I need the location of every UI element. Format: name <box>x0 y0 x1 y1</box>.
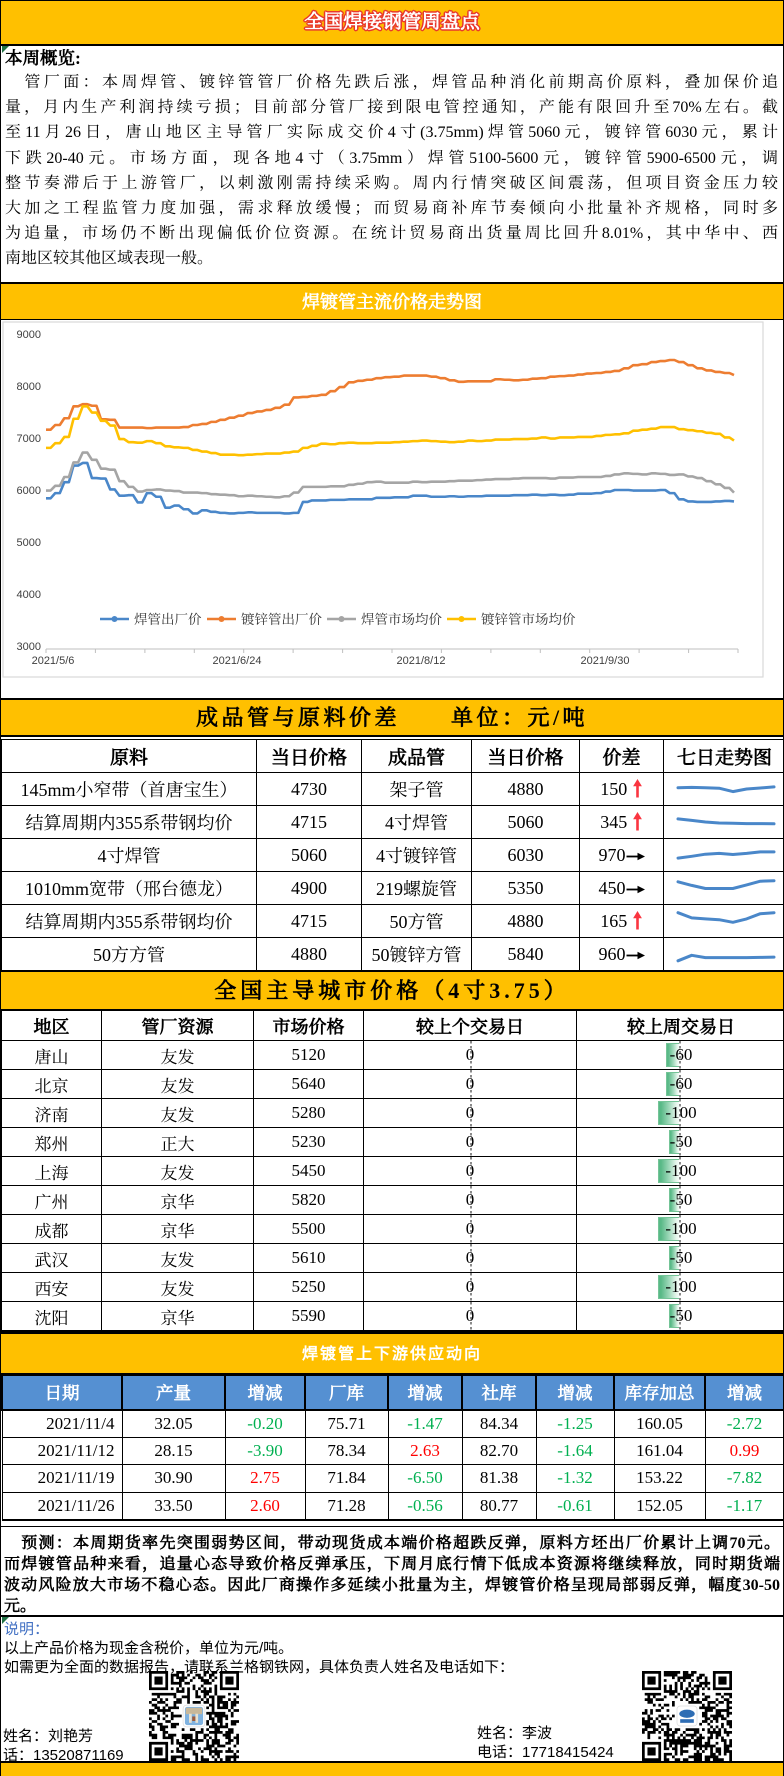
svg-text:9000: 9000 <box>17 329 41 341</box>
svg-text:7000: 7000 <box>17 433 41 445</box>
svg-text:2021/6/24: 2021/6/24 <box>213 655 262 667</box>
svg-text:焊管市场均价: 焊管市场均价 <box>361 612 442 627</box>
svg-text:镀锌管市场均价: 镀锌管市场均价 <box>481 612 576 627</box>
svg-text:3000: 3000 <box>17 641 41 653</box>
svg-text:焊管出厂价: 焊管出厂价 <box>134 612 202 627</box>
svg-text:4000: 4000 <box>17 589 41 601</box>
svg-text:2021/8/12: 2021/8/12 <box>397 655 446 667</box>
svg-text:2021/5/6: 2021/5/6 <box>32 655 75 667</box>
svg-text:2021/9/30: 2021/9/30 <box>581 655 630 667</box>
svg-text:6000: 6000 <box>17 485 41 497</box>
svg-text:5000: 5000 <box>17 537 41 549</box>
svg-text:镀锌管出厂价: 镀锌管出厂价 <box>241 612 322 627</box>
svg-text:8000: 8000 <box>17 381 41 393</box>
